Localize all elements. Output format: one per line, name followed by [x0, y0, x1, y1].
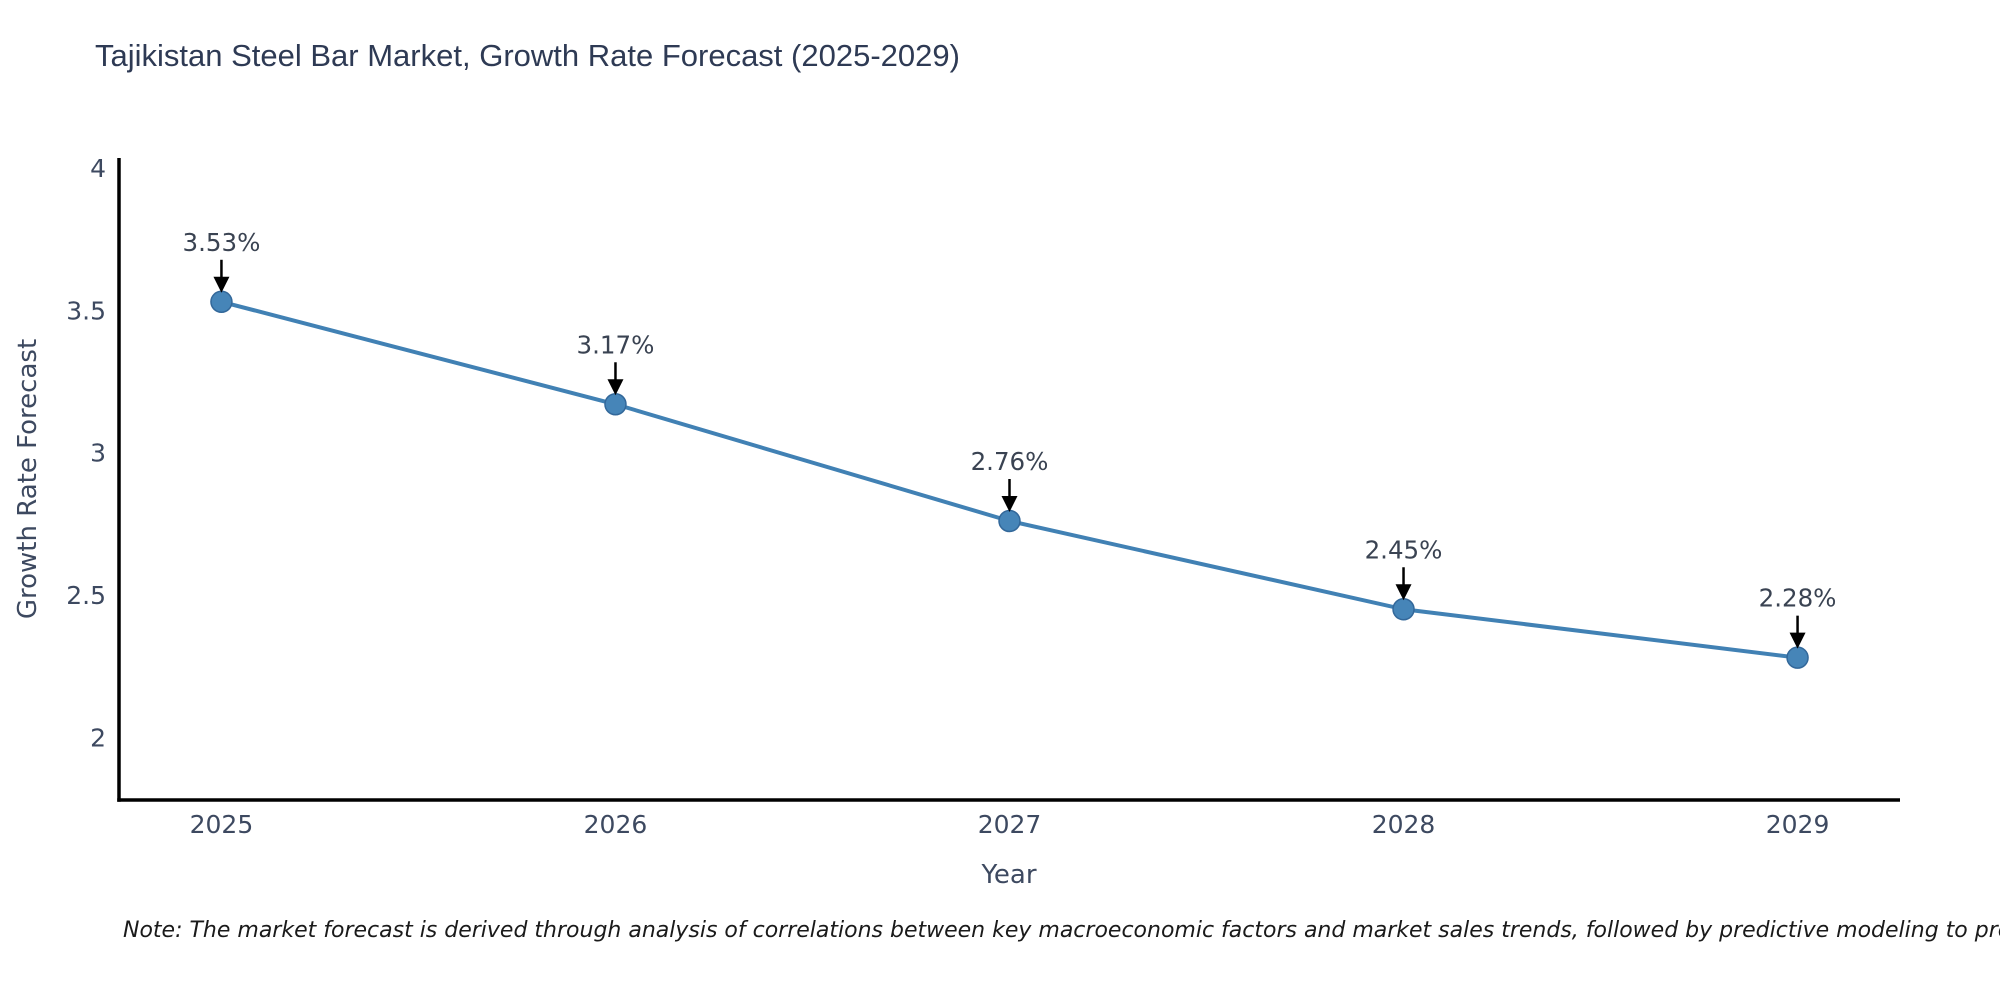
y-tick-label: 4 — [90, 154, 106, 183]
data-point-marker — [998, 509, 1021, 533]
annotation-arrowhead-icon — [1789, 632, 1806, 649]
y-tick-label: 2 — [90, 723, 106, 752]
footnote: Note: The market forecast is derived thr… — [123, 918, 2000, 943]
annotation-arrowhead-icon — [1395, 584, 1412, 601]
data-label: 3.17% — [577, 330, 655, 359]
y-tick-label: 3.5 — [66, 296, 106, 325]
x-tick-label: 2028 — [1372, 810, 1436, 839]
x-tick-label: 2027 — [978, 810, 1042, 839]
data-point-marker — [1786, 646, 1809, 669]
annotation-arrowhead-icon — [607, 379, 624, 396]
data-label: 2.76% — [971, 447, 1049, 476]
data-point-marker — [210, 290, 233, 314]
annotation-arrowhead-icon — [213, 276, 230, 293]
y-tick-label: 3 — [90, 439, 106, 468]
data-label: 3.53% — [183, 228, 261, 257]
x-tick-label: 2029 — [1766, 810, 1830, 839]
y-axis-title: Growth Rate Forecast — [13, 338, 43, 620]
x-tick-label: 2025 — [190, 810, 254, 839]
chart-title: Tajikistan Steel Bar Market, Growth Rate… — [95, 38, 960, 73]
x-axis-title: Year — [981, 860, 1037, 890]
data-label: 2.45% — [1365, 535, 1443, 564]
data-label: 2.28% — [1759, 584, 1837, 613]
data-point-marker — [604, 393, 627, 416]
x-tick-label: 2026 — [584, 810, 648, 839]
annotation-arrowhead-icon — [1001, 495, 1018, 512]
y-tick-label: 2.5 — [66, 581, 106, 610]
data-point-marker — [1392, 598, 1415, 621]
